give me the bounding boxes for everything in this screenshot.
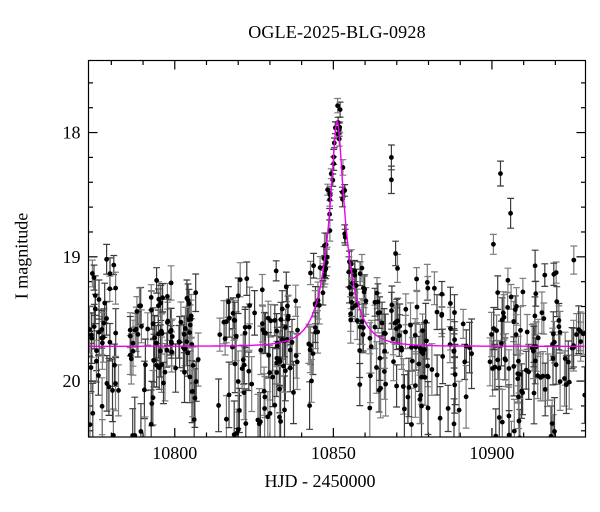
x-axis-label: HJD - 2450000 [264,471,376,491]
svg-text:18: 18 [63,123,81,143]
svg-text:10850: 10850 [311,443,356,463]
svg-text:20: 20 [63,371,81,391]
svg-text:10800: 10800 [152,443,197,463]
svg-text:10900: 10900 [469,443,514,463]
plot-title: OGLE-2025-BLG-0928 [248,22,426,42]
svg-text:19: 19 [63,247,81,267]
